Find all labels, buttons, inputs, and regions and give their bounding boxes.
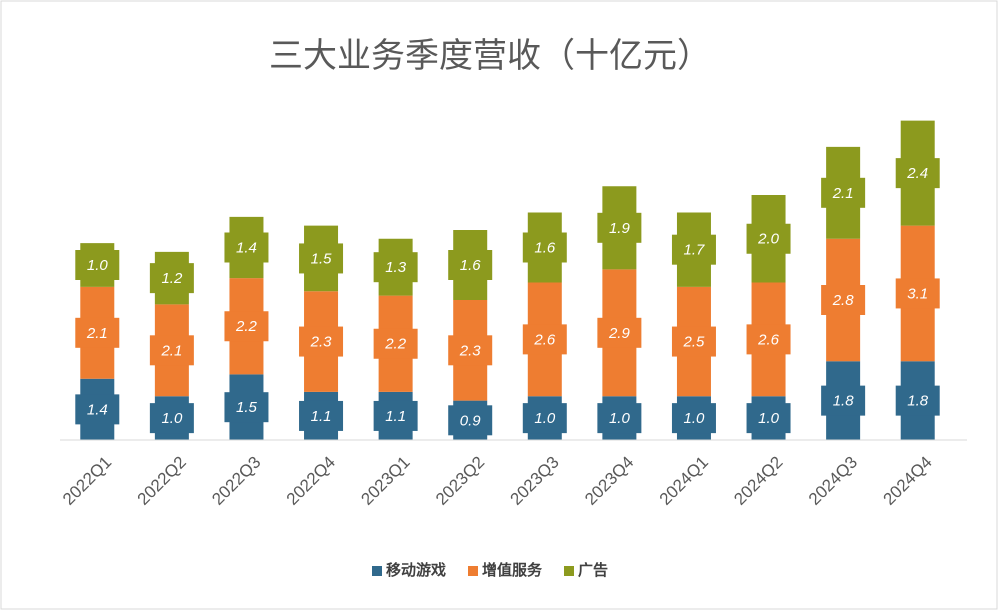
value-label: 1.0: [161, 410, 183, 427]
legend-swatch: [468, 566, 478, 576]
value-label: 1.1: [311, 408, 332, 425]
value-label: 3.1: [907, 285, 928, 302]
value-label: 2.6: [757, 331, 780, 348]
legend-label: 增值服务: [482, 561, 543, 579]
bar-label-box: [75, 250, 120, 280]
bar-label-box: [522, 232, 567, 263]
bar-label-box: [224, 232, 269, 263]
value-label: 1.7: [684, 242, 706, 259]
bar-label-box: [448, 250, 493, 280]
value-label: 1.0: [609, 410, 631, 427]
bar-label-box: [746, 324, 791, 355]
value-label: 2.1: [832, 185, 854, 202]
bar-label-box: [597, 212, 642, 243]
value-label: 1.0: [534, 410, 556, 427]
value-label: 2.3: [310, 334, 333, 351]
value-label: 1.5: [236, 399, 258, 416]
value-label: 2.8: [832, 292, 855, 309]
chart-title: 三大业务季度营收（十亿元）: [269, 37, 711, 75]
value-label: 2.5: [683, 334, 706, 351]
value-label: 2.0: [757, 231, 780, 248]
value-label: 1.6: [534, 239, 556, 256]
bar-label-box: [299, 400, 344, 431]
legend-swatch: [372, 566, 382, 576]
bar-label-box: [299, 326, 344, 357]
value-label: 1.6: [460, 257, 482, 274]
value-label: 1.0: [758, 410, 780, 427]
legend-label: 移动游戏: [386, 561, 446, 579]
value-label: 1.1: [385, 408, 406, 425]
bar-label-box: [821, 177, 866, 208]
value-label: 1.4: [236, 239, 257, 256]
legend-swatch: [564, 566, 574, 576]
value-label: 1.3: [385, 259, 407, 276]
value-label: 2.2: [235, 318, 258, 335]
value-label: 1.0: [87, 257, 109, 274]
value-label: 2.3: [459, 342, 482, 359]
value-label: 1.2: [161, 270, 183, 287]
bar-label-box: [597, 317, 642, 348]
bar-label-box: [671, 326, 716, 357]
bar-label-box: [821, 385, 866, 416]
bar-label-box: [746, 223, 791, 254]
value-label: 2.1: [86, 325, 108, 342]
value-label: 2.6: [533, 331, 556, 348]
bar-label-box: [671, 234, 716, 265]
bar-label-box: [597, 403, 642, 434]
value-label: 2.2: [384, 336, 407, 353]
value-label: 2.4: [906, 165, 928, 182]
bar-label-box: [373, 400, 418, 431]
value-label: 1.5: [311, 250, 333, 267]
value-label: 0.9: [460, 412, 482, 429]
value-label: 1.0: [684, 410, 706, 427]
bar-label-box: [299, 243, 344, 274]
bar-label-box: [448, 335, 493, 366]
bar-label-box: [75, 317, 120, 348]
value-label: 1.4: [87, 401, 108, 418]
bar-label-box: [671, 403, 716, 434]
bar-label-box: [522, 403, 567, 434]
bar-label-box: [522, 324, 567, 355]
value-label: 2.9: [608, 325, 631, 342]
bar-label-box: [373, 252, 418, 283]
value-label: 1.8: [833, 393, 855, 410]
bar-label-box: [448, 405, 493, 436]
bar-label-box: [746, 403, 791, 434]
bar-label-box: [149, 335, 194, 366]
bar-label-box: [224, 392, 269, 423]
bar-label-box: [224, 311, 269, 342]
bar-label-box: [149, 263, 194, 294]
bar-label-box: [895, 278, 940, 309]
bar-label-box: [373, 328, 418, 359]
bar-label-box: [821, 285, 866, 315]
value-label: 1.9: [609, 220, 631, 237]
value-label: 2.1: [160, 342, 182, 359]
bar-label-box: [895, 385, 940, 416]
bar-label-box: [895, 158, 940, 189]
value-label: 1.8: [907, 393, 929, 410]
legend-label: 广告: [578, 561, 608, 579]
bar-label-box: [75, 394, 120, 425]
bar-label-box: [149, 403, 194, 434]
